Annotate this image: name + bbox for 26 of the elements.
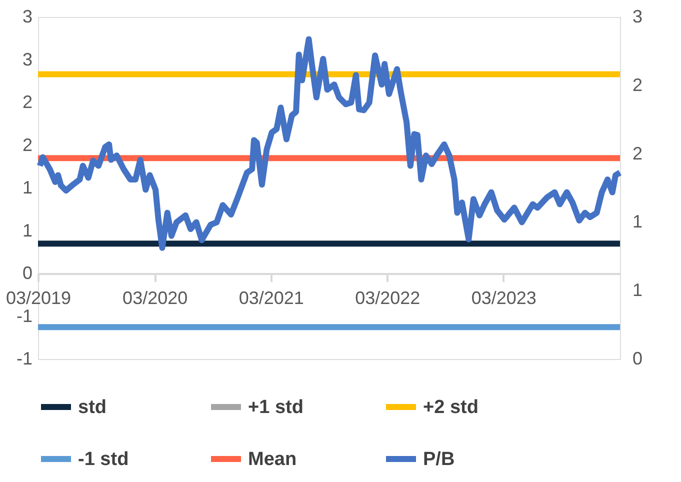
legend-label: +2 std <box>423 397 478 418</box>
y-tick-label: 3 <box>22 6 32 26</box>
y-tick-label: 1 <box>22 178 32 198</box>
y2-tick-label: 1 <box>632 280 643 300</box>
legend-label: Mean <box>248 449 297 470</box>
legend-label: +1 std <box>248 397 304 418</box>
x-tick-label: 03/2022 <box>355 288 420 308</box>
legend-label: -1 std <box>78 449 129 470</box>
y2-tick-label: 0 <box>632 348 643 368</box>
legend-label: std <box>78 397 106 418</box>
y-tick-label: 3 <box>22 49 32 70</box>
y-tick-label: 0 <box>22 263 32 283</box>
y2-tick-label: 2 <box>632 74 643 95</box>
x-tick-label: 03/2019 <box>6 288 72 308</box>
y-tick-label: 1 <box>22 220 32 240</box>
x-tick-label: 03/2023 <box>471 288 536 308</box>
x-tick-label: 03/2021 <box>238 288 304 308</box>
x-tick-label: 03/2020 <box>122 288 188 308</box>
y-tick-label: 2 <box>22 134 32 155</box>
y-tick-label: 2 <box>22 92 32 112</box>
y-tick-label: -1 <box>16 348 32 368</box>
y-tick-label: -1 <box>16 306 32 326</box>
y2-tick-label: 1 <box>632 212 643 232</box>
y2-tick-label: 3 <box>632 6 643 26</box>
legend-label: P/B <box>423 449 455 470</box>
y2-tick-label: 2 <box>632 143 643 164</box>
